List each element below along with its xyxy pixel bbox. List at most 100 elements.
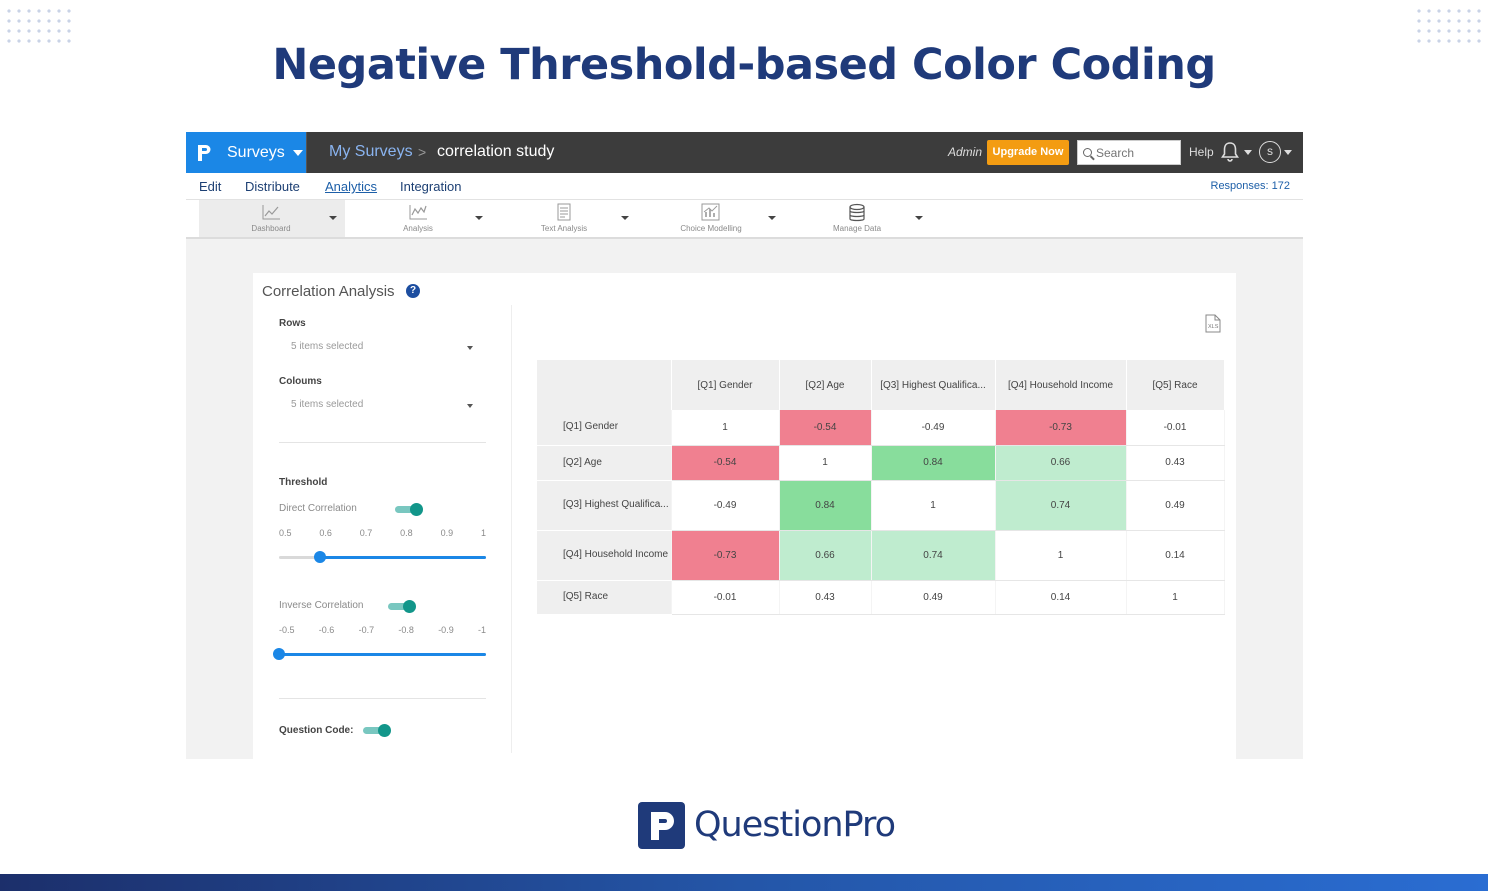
slider-thumb[interactable] [314, 551, 327, 563]
footer-bar [0, 874, 1488, 891]
chevron-down-icon[interactable] [1244, 150, 1252, 155]
toggle-track [388, 603, 414, 610]
columns-label: Coloums [279, 376, 322, 387]
chevron-down-icon [467, 404, 473, 408]
panel-title: Correlation Analysis [262, 283, 395, 300]
questionpro-wordmark: QuestionPro [694, 805, 896, 845]
table-row: [Q5] Race -0.01 0.43 0.49 0.14 1 [537, 580, 1225, 615]
column-header: [Q3] Highest Qualifica... [871, 360, 996, 410]
table-row: [Q2] Age -0.54 1 0.84 0.66 0.43 [537, 445, 1225, 481]
tool-label: Analysis [403, 224, 433, 233]
row-header: [Q1] Gender [537, 410, 672, 446]
divider [279, 442, 486, 443]
avatar[interactable]: s [1259, 141, 1281, 163]
analysis-chart-icon [408, 203, 428, 221]
chevron-down-icon[interactable] [621, 216, 629, 220]
tool-label: Manage Data [832, 224, 882, 233]
matrix-cell: 0.43 [779, 580, 872, 615]
database-icon [847, 203, 867, 222]
row-header: [Q2] Age [537, 445, 672, 481]
matrix-cell: -0.73 [671, 530, 780, 581]
matrix-cell: 0.43 [1126, 445, 1225, 481]
slider-fill [320, 556, 486, 559]
tick-label: 0.8 [400, 528, 413, 538]
page-title: Negative Threshold-based Color Coding [272, 40, 1216, 90]
inverse-correlation-toggle[interactable] [388, 600, 416, 613]
columns-select[interactable]: 5 items selected [291, 399, 473, 415]
help-link[interactable]: Help [1189, 145, 1214, 159]
columns-select-value: 5 items selected [291, 399, 364, 410]
bell-icon[interactable] [1220, 141, 1240, 163]
chevron-down-icon[interactable] [1284, 150, 1292, 155]
tick-label: 1 [480, 528, 486, 538]
tool-analysis[interactable]: Analysis [345, 200, 491, 237]
tool-label: Text Analysis [540, 224, 588, 233]
secondary-menu-bar: Edit Distribute Analytics Integration Re… [186, 173, 1303, 200]
matrix-cell: -0.01 [1126, 410, 1225, 446]
inverse-correlation-ticks: -0.5 -0.6 -0.7 -0.8 -0.9 -1 [279, 625, 486, 637]
matrix-cell: 0.66 [995, 445, 1127, 481]
surveys-menu-button[interactable]: Surveys [186, 132, 306, 173]
matrix-cell: 0.14 [1126, 530, 1225, 581]
tool-text-analysis[interactable]: Text Analysis [491, 200, 637, 237]
chevron-down-icon[interactable] [329, 216, 337, 220]
divider [306, 132, 307, 173]
breadcrumb-current: correlation study [437, 143, 555, 160]
row-header: [Q5] Race [537, 580, 672, 615]
matrix-cell: -0.54 [671, 445, 780, 481]
matrix-cell: 0.49 [871, 580, 996, 615]
matrix-header-row: [Q1] Gender [Q2] Age [Q3] Highest Qualif… [537, 360, 1225, 410]
breadcrumb-my-surveys[interactable]: My Surveys [329, 143, 413, 160]
top-navigation-bar: Surveys My Surveys > correlation study A… [186, 132, 1303, 173]
xls-file-icon[interactable]: XLS [1205, 314, 1221, 333]
slider-thumb[interactable] [273, 648, 285, 660]
table-row: [Q3] Highest Qualifica... -0.49 0.84 1 0… [537, 480, 1225, 531]
rows-select[interactable]: 5 items selected [291, 341, 473, 357]
matrix-cell: 1 [779, 445, 872, 481]
menu-distribute[interactable]: Distribute [245, 179, 300, 194]
direct-correlation-ticks: 0.5 0.6 0.7 0.8 0.9 1 [279, 528, 486, 540]
inverse-correlation-slider[interactable] [273, 648, 486, 660]
question-code-toggle[interactable] [363, 724, 391, 737]
upgrade-now-button[interactable]: Upgrade Now [987, 140, 1069, 165]
tick-label: 0.6 [319, 528, 332, 538]
threshold-label: Threshold [279, 477, 328, 488]
matrix-cell: 0.84 [871, 445, 996, 481]
column-header: [Q5] Race [1126, 360, 1225, 410]
tool-manage-data[interactable]: Manage Data [784, 200, 930, 237]
toggle-knob [410, 503, 423, 516]
matrix-cell: -0.49 [871, 410, 996, 446]
decorative-dots-right [1414, 6, 1484, 44]
inverse-correlation-label: Inverse Correlation [279, 600, 364, 611]
tick-label: 0.7 [359, 528, 373, 538]
tool-label: Dashboard [251, 224, 291, 233]
search-box[interactable] [1077, 140, 1181, 165]
question-circle-icon[interactable]: ? [406, 284, 420, 298]
row-header: [Q3] Highest Qualifica... [537, 480, 672, 531]
slider-fill [279, 653, 486, 656]
tool-choice-modelling[interactable]: Choice Modelling [637, 200, 784, 237]
matrix-cell: 1 [1126, 580, 1225, 615]
document-icon [554, 203, 574, 221]
chevron-down-icon[interactable] [768, 216, 776, 220]
rows-label: Rows [279, 318, 306, 329]
admin-label: Admin [948, 145, 983, 159]
menu-analytics[interactable]: Analytics [325, 179, 378, 194]
chevron-down-icon[interactable] [475, 216, 483, 220]
menu-edit[interactable]: Edit [199, 179, 222, 194]
menu-integration[interactable]: Integration [400, 179, 462, 194]
tool-dashboard[interactable]: Dashboard [199, 200, 345, 237]
chevron-down-icon[interactable] [915, 216, 923, 220]
chevron-down-icon [292, 149, 303, 156]
breadcrumb-separator: > [418, 144, 427, 160]
matrix-cell: 0.49 [1126, 480, 1225, 531]
direct-correlation-toggle[interactable] [395, 503, 423, 516]
direct-correlation-label: Direct Correlation [279, 503, 357, 514]
toggle-knob [403, 600, 416, 613]
matrix-cell: -0.73 [995, 410, 1127, 446]
search-input[interactable] [1096, 145, 1176, 160]
svg-text:XLS: XLS [1208, 324, 1219, 330]
matrix-cell: -0.54 [779, 410, 872, 446]
matrix-cell: 1 [995, 530, 1127, 581]
direct-correlation-slider[interactable] [279, 551, 486, 563]
